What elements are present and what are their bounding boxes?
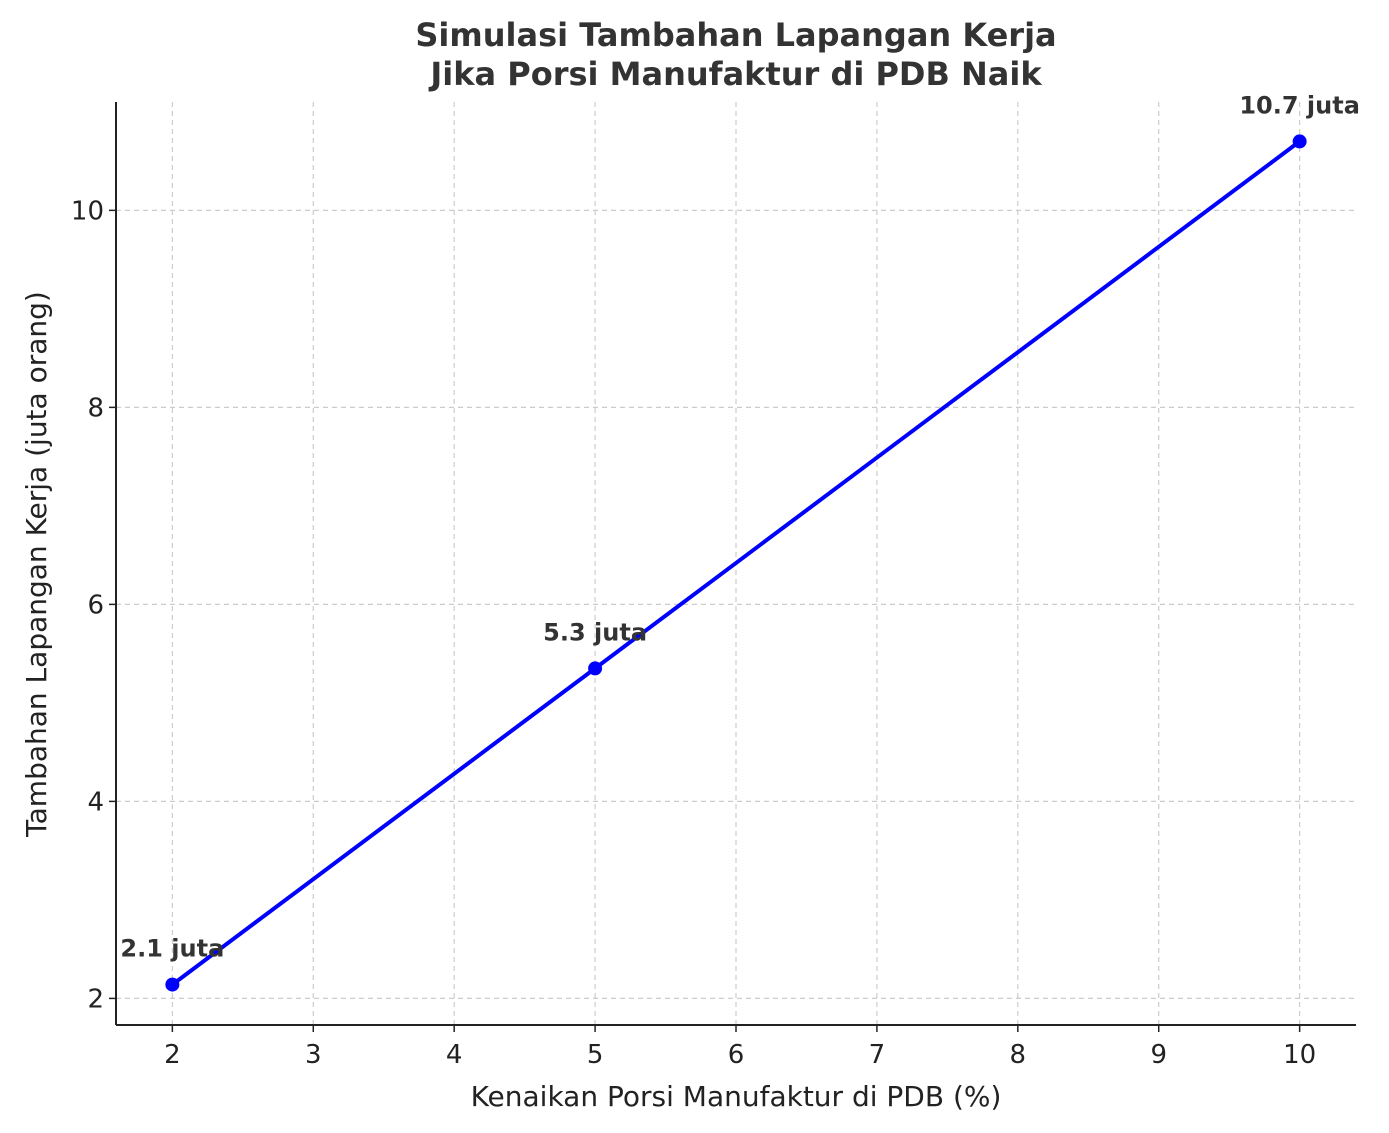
data-label: 5.3 juta [543,618,647,646]
data-label: 10.7 juta [1239,91,1360,119]
data-point [1292,134,1307,149]
x-tick-label: 4 [446,1040,463,1070]
data-label: 2.1 juta [120,935,224,963]
x-tick-label: 6 [728,1040,745,1070]
data-point [165,977,180,992]
x-tick-label: 8 [1010,1040,1027,1070]
y-tick-label: 2 [87,984,104,1014]
x-tick-label: 3 [305,1040,322,1070]
y-axis-label: Tambahan Lapangan Kerja (juta orang) [20,291,53,838]
y-tick-label: 4 [87,787,104,817]
x-tick-label: 5 [587,1040,604,1070]
series: 2.1 juta 5.3 juta 10.7 juta [120,91,1360,992]
chart-title-line-2: Jika Porsi Manufaktur di PDB Naik [428,55,1042,93]
y-tick-label: 8 [87,393,104,423]
x-tick-label: 7 [869,1040,886,1070]
x-tick-label: 9 [1150,1040,1167,1070]
data-point [588,661,603,676]
x-tick-label: 10 [1283,1040,1316,1070]
x-tick-label: 2 [164,1040,181,1070]
x-axis-label: Kenaikan Porsi Manufaktur di PDB (%) [471,1080,1002,1113]
y-tick-label: 10 [71,196,104,226]
axes: 2 3 4 5 6 7 8 9 10 2 4 6 8 10 [71,102,1356,1070]
y-tick-label: 6 [87,590,104,620]
chart-title-line-1: Simulasi Tambahan Lapangan Kerja [415,16,1056,54]
